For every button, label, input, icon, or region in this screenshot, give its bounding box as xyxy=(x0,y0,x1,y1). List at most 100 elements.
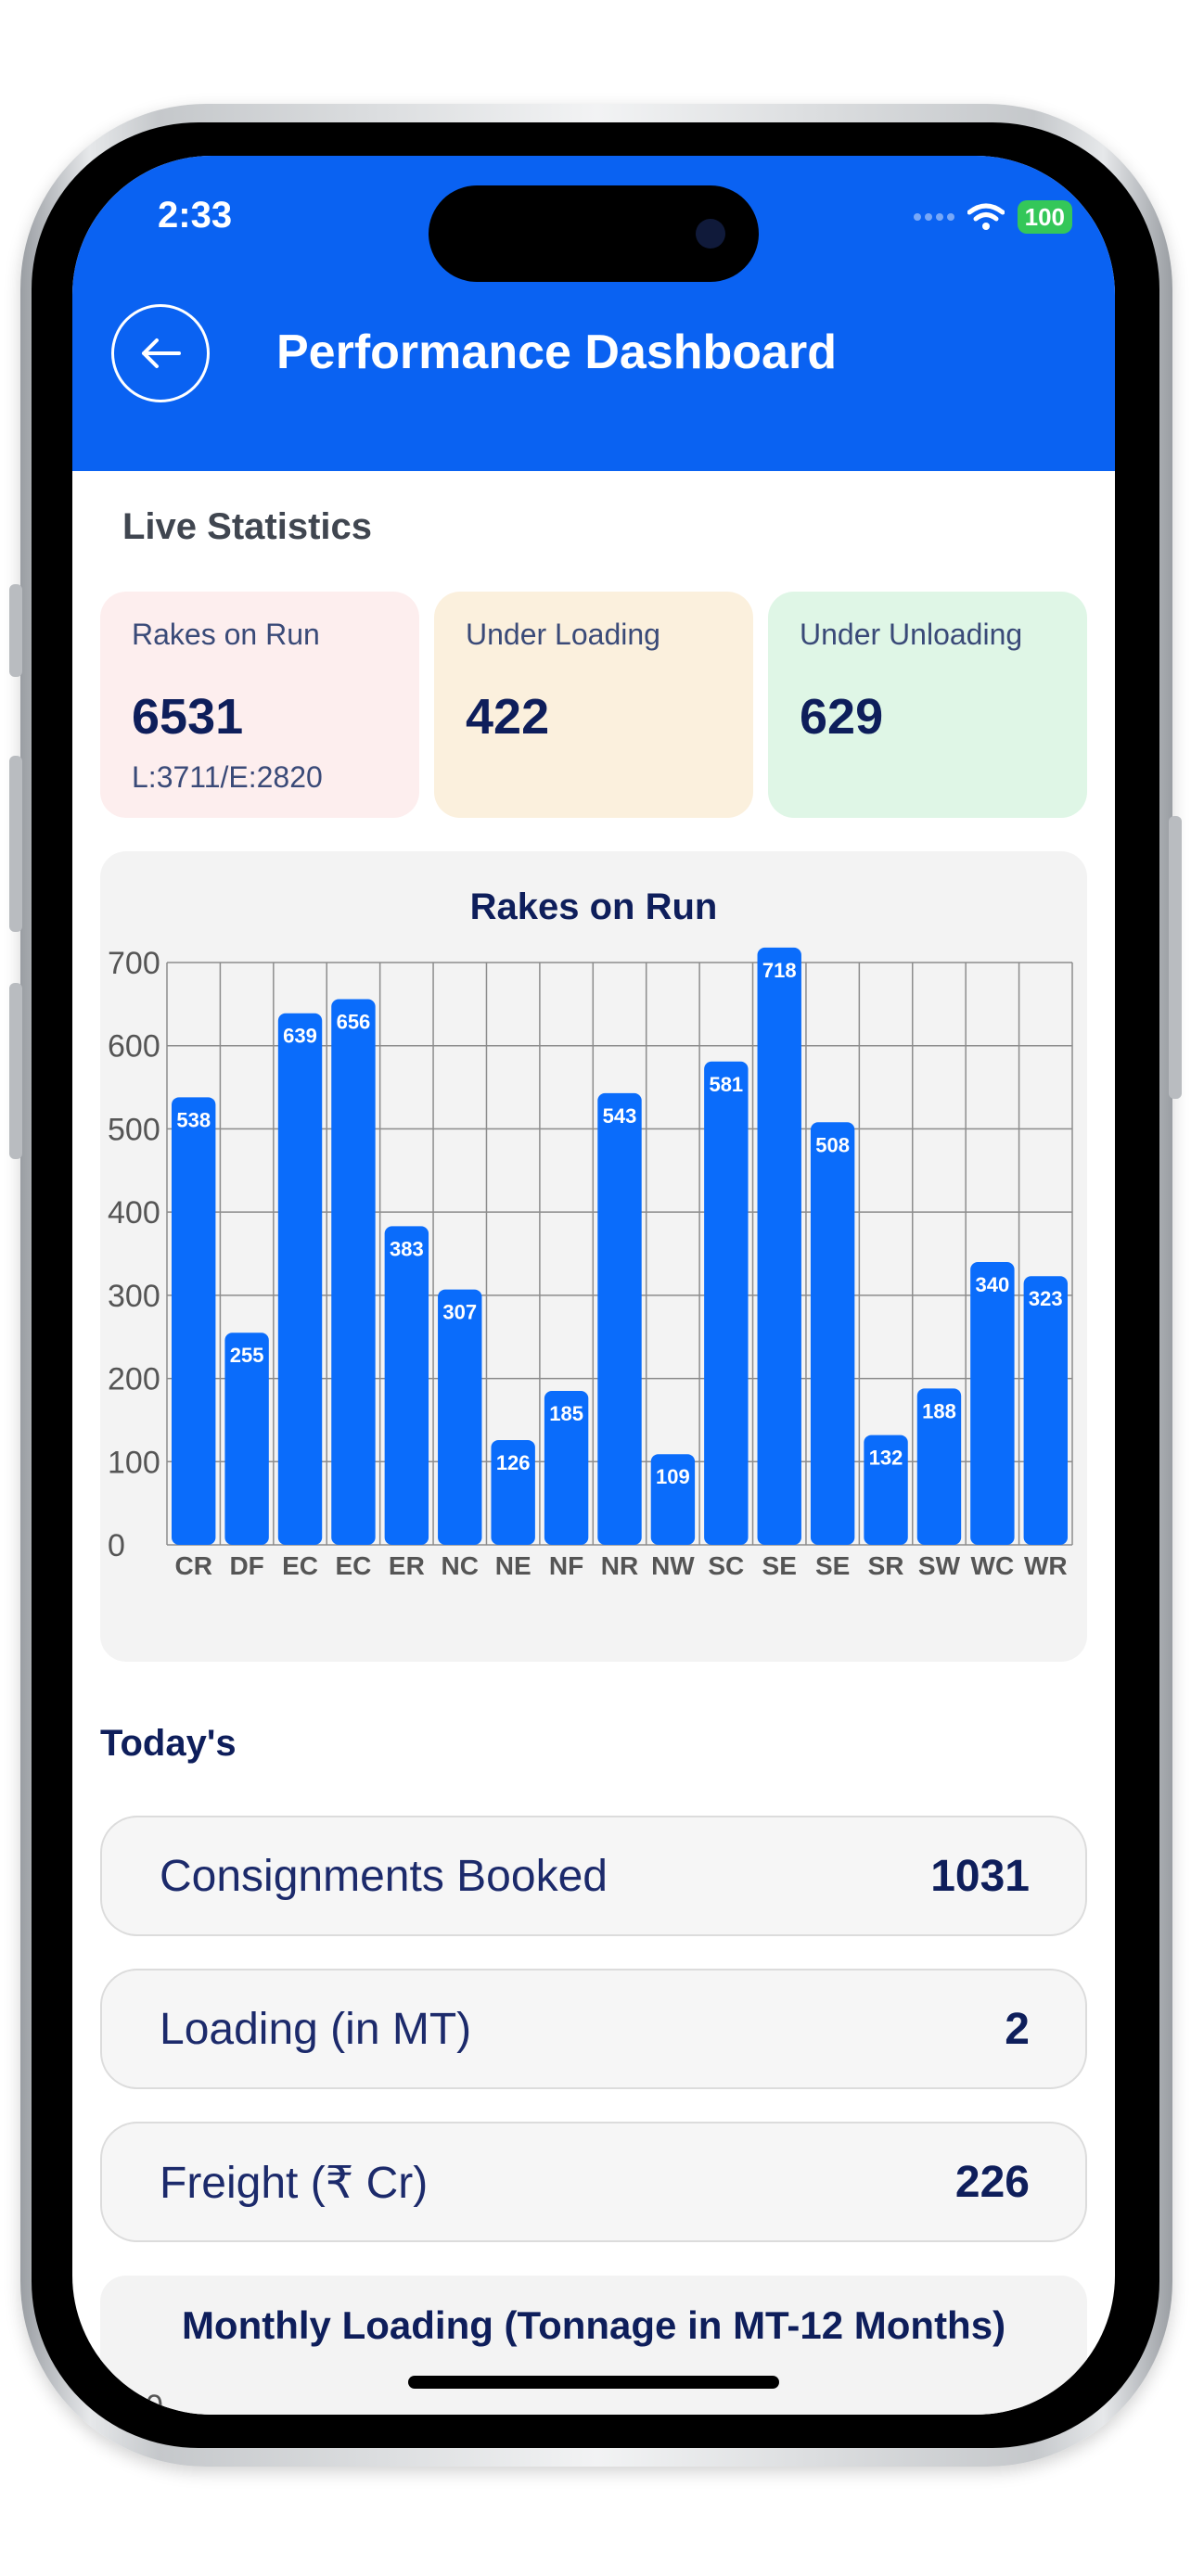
card-label: Under Loading xyxy=(466,618,660,651)
x-tick-label: SR xyxy=(868,1551,904,1580)
live-statistics-title: Live Statistics xyxy=(122,506,373,547)
status-indicators: 100 xyxy=(913,200,1072,234)
bar xyxy=(544,1391,589,1545)
bar-value-label: 255 xyxy=(230,1344,264,1367)
bar-value-label: 185 xyxy=(549,1402,583,1425)
bar-value-label: 383 xyxy=(390,1237,424,1260)
monthly-chart-title: Monthly Loading (Tonnage in MT-12 Months… xyxy=(181,2303,1006,2347)
app-header: 2:33 100 Performance Dashboard xyxy=(72,156,1115,471)
volume-up-button xyxy=(9,756,22,932)
x-tick-label: DF xyxy=(229,1551,263,1580)
x-tick-label: EC xyxy=(335,1551,371,1580)
volume-down-button xyxy=(9,983,22,1159)
bar-value-label: 538 xyxy=(176,1108,211,1131)
power-button xyxy=(1169,816,1182,1099)
row-value: 1031 xyxy=(930,1852,1030,1901)
page-title: Performance Dashboard xyxy=(276,325,837,379)
row-label: Consignments Booked xyxy=(160,1852,608,1901)
bar-value-label: 656 xyxy=(337,1010,371,1033)
bar-value-label: 132 xyxy=(869,1447,903,1470)
row-label: Freight (₹ Cr) xyxy=(160,2159,429,2208)
x-tick-label: EC xyxy=(282,1551,318,1580)
bar xyxy=(277,1013,323,1545)
row-value: 226 xyxy=(954,2158,1030,2207)
x-tick-label: NW xyxy=(651,1551,695,1580)
x-tick-label: NE xyxy=(495,1551,531,1580)
bar-value-label: 109 xyxy=(656,1465,690,1488)
bar-value-label: 323 xyxy=(1029,1287,1063,1310)
bar xyxy=(650,1454,696,1545)
y-tick-label: 700 xyxy=(108,946,160,981)
x-tick-label: ER xyxy=(389,1551,425,1580)
bar-value-label: 307 xyxy=(442,1301,477,1324)
dynamic-island xyxy=(429,185,759,282)
bar-value-label: 340 xyxy=(976,1273,1010,1296)
x-tick-label: SE xyxy=(815,1551,850,1580)
consignments-booked-row[interactable]: Consignments Booked 1031 xyxy=(100,1816,1087,1936)
card-value: 6531 xyxy=(132,689,244,745)
cellular-signal-icon xyxy=(913,213,954,221)
bar xyxy=(224,1333,269,1545)
x-tick-label: SE xyxy=(762,1551,797,1580)
y-tick-label: 0 xyxy=(108,1528,125,1563)
bar xyxy=(757,947,801,1545)
bar-value-label: 639 xyxy=(283,1025,317,1048)
card-value: 629 xyxy=(800,689,884,745)
bar xyxy=(970,1261,1015,1545)
y-tick-label: 200 xyxy=(108,1362,160,1397)
loading-row[interactable]: Loading (in MT) 2 xyxy=(100,1969,1087,2089)
x-tick-label: NF xyxy=(549,1551,583,1580)
x-tick-label: NR xyxy=(601,1551,638,1580)
y-tick-label: 600 xyxy=(108,1029,160,1065)
back-button[interactable] xyxy=(111,304,210,402)
bar xyxy=(597,1092,642,1545)
bar xyxy=(384,1226,429,1545)
y-tick-label: 100 xyxy=(108,1445,160,1480)
under-unloading-card[interactable]: Under Unloading 629 xyxy=(768,592,1087,818)
bar xyxy=(810,1122,855,1545)
battery-indicator: 100 xyxy=(1017,200,1072,234)
bar xyxy=(438,1289,482,1545)
bar xyxy=(172,1097,216,1545)
bar xyxy=(331,999,376,1545)
bar-value-label: 188 xyxy=(922,1399,956,1422)
card-subtext: L:3711/E:2820 xyxy=(132,760,323,794)
y-tick-label: 300 xyxy=(108,1279,160,1314)
home-indicator[interactable] xyxy=(408,2376,779,2389)
status-time: 2:33 xyxy=(158,195,233,236)
x-tick-label: WC xyxy=(971,1551,1015,1580)
bar-value-label: 543 xyxy=(603,1104,637,1128)
rakes-on-run-card[interactable]: Rakes on Run 6531 L:3711/E:2820 xyxy=(100,592,419,818)
bar xyxy=(704,1061,749,1545)
card-label: Rakes on Run xyxy=(132,618,320,651)
bar-value-label: 581 xyxy=(709,1073,743,1096)
x-tick-label: NC xyxy=(442,1551,479,1580)
bar xyxy=(916,1388,962,1545)
arrow-left-icon xyxy=(142,338,181,368)
wifi-icon xyxy=(967,203,1005,230)
rakes-chart-card: Rakes on Run 0 100 200 300 400 500 600 700 538 CR… xyxy=(100,851,1087,1662)
x-tick-label: CR xyxy=(174,1551,211,1580)
bar xyxy=(1023,1276,1068,1545)
y-tick-label: 400 xyxy=(108,1195,160,1231)
camera-icon xyxy=(696,219,725,249)
bar-value-label: 508 xyxy=(815,1133,850,1156)
under-loading-card[interactable]: Under Loading 422 xyxy=(434,592,753,818)
x-tick-label: WR xyxy=(1024,1551,1068,1580)
monthly-loading-card: Monthly Loading (Tonnage in MT-12 Months… xyxy=(100,2276,1087,2415)
action-button xyxy=(9,584,22,677)
x-tick-label: SC xyxy=(708,1551,744,1580)
bar xyxy=(864,1435,908,1545)
card-label: Under Unloading xyxy=(800,618,1023,651)
y-tick-label: 500 xyxy=(108,1112,160,1147)
bar-value-label: 126 xyxy=(496,1451,531,1474)
monthly-y-tick: 60 xyxy=(128,2389,163,2415)
card-value: 422 xyxy=(466,689,550,745)
chart-title: Rakes on Run xyxy=(469,886,718,927)
screen: 2:33 100 Performance Dashboard Live Stat… xyxy=(72,156,1115,2415)
row-value: 2 xyxy=(1005,2005,1030,2054)
todays-title: Today's xyxy=(100,1723,237,1764)
freight-row[interactable]: Freight (₹ Cr) 226 xyxy=(100,2122,1087,2242)
row-label: Loading (in MT) xyxy=(160,2005,472,2054)
x-tick-label: SW xyxy=(918,1551,961,1580)
